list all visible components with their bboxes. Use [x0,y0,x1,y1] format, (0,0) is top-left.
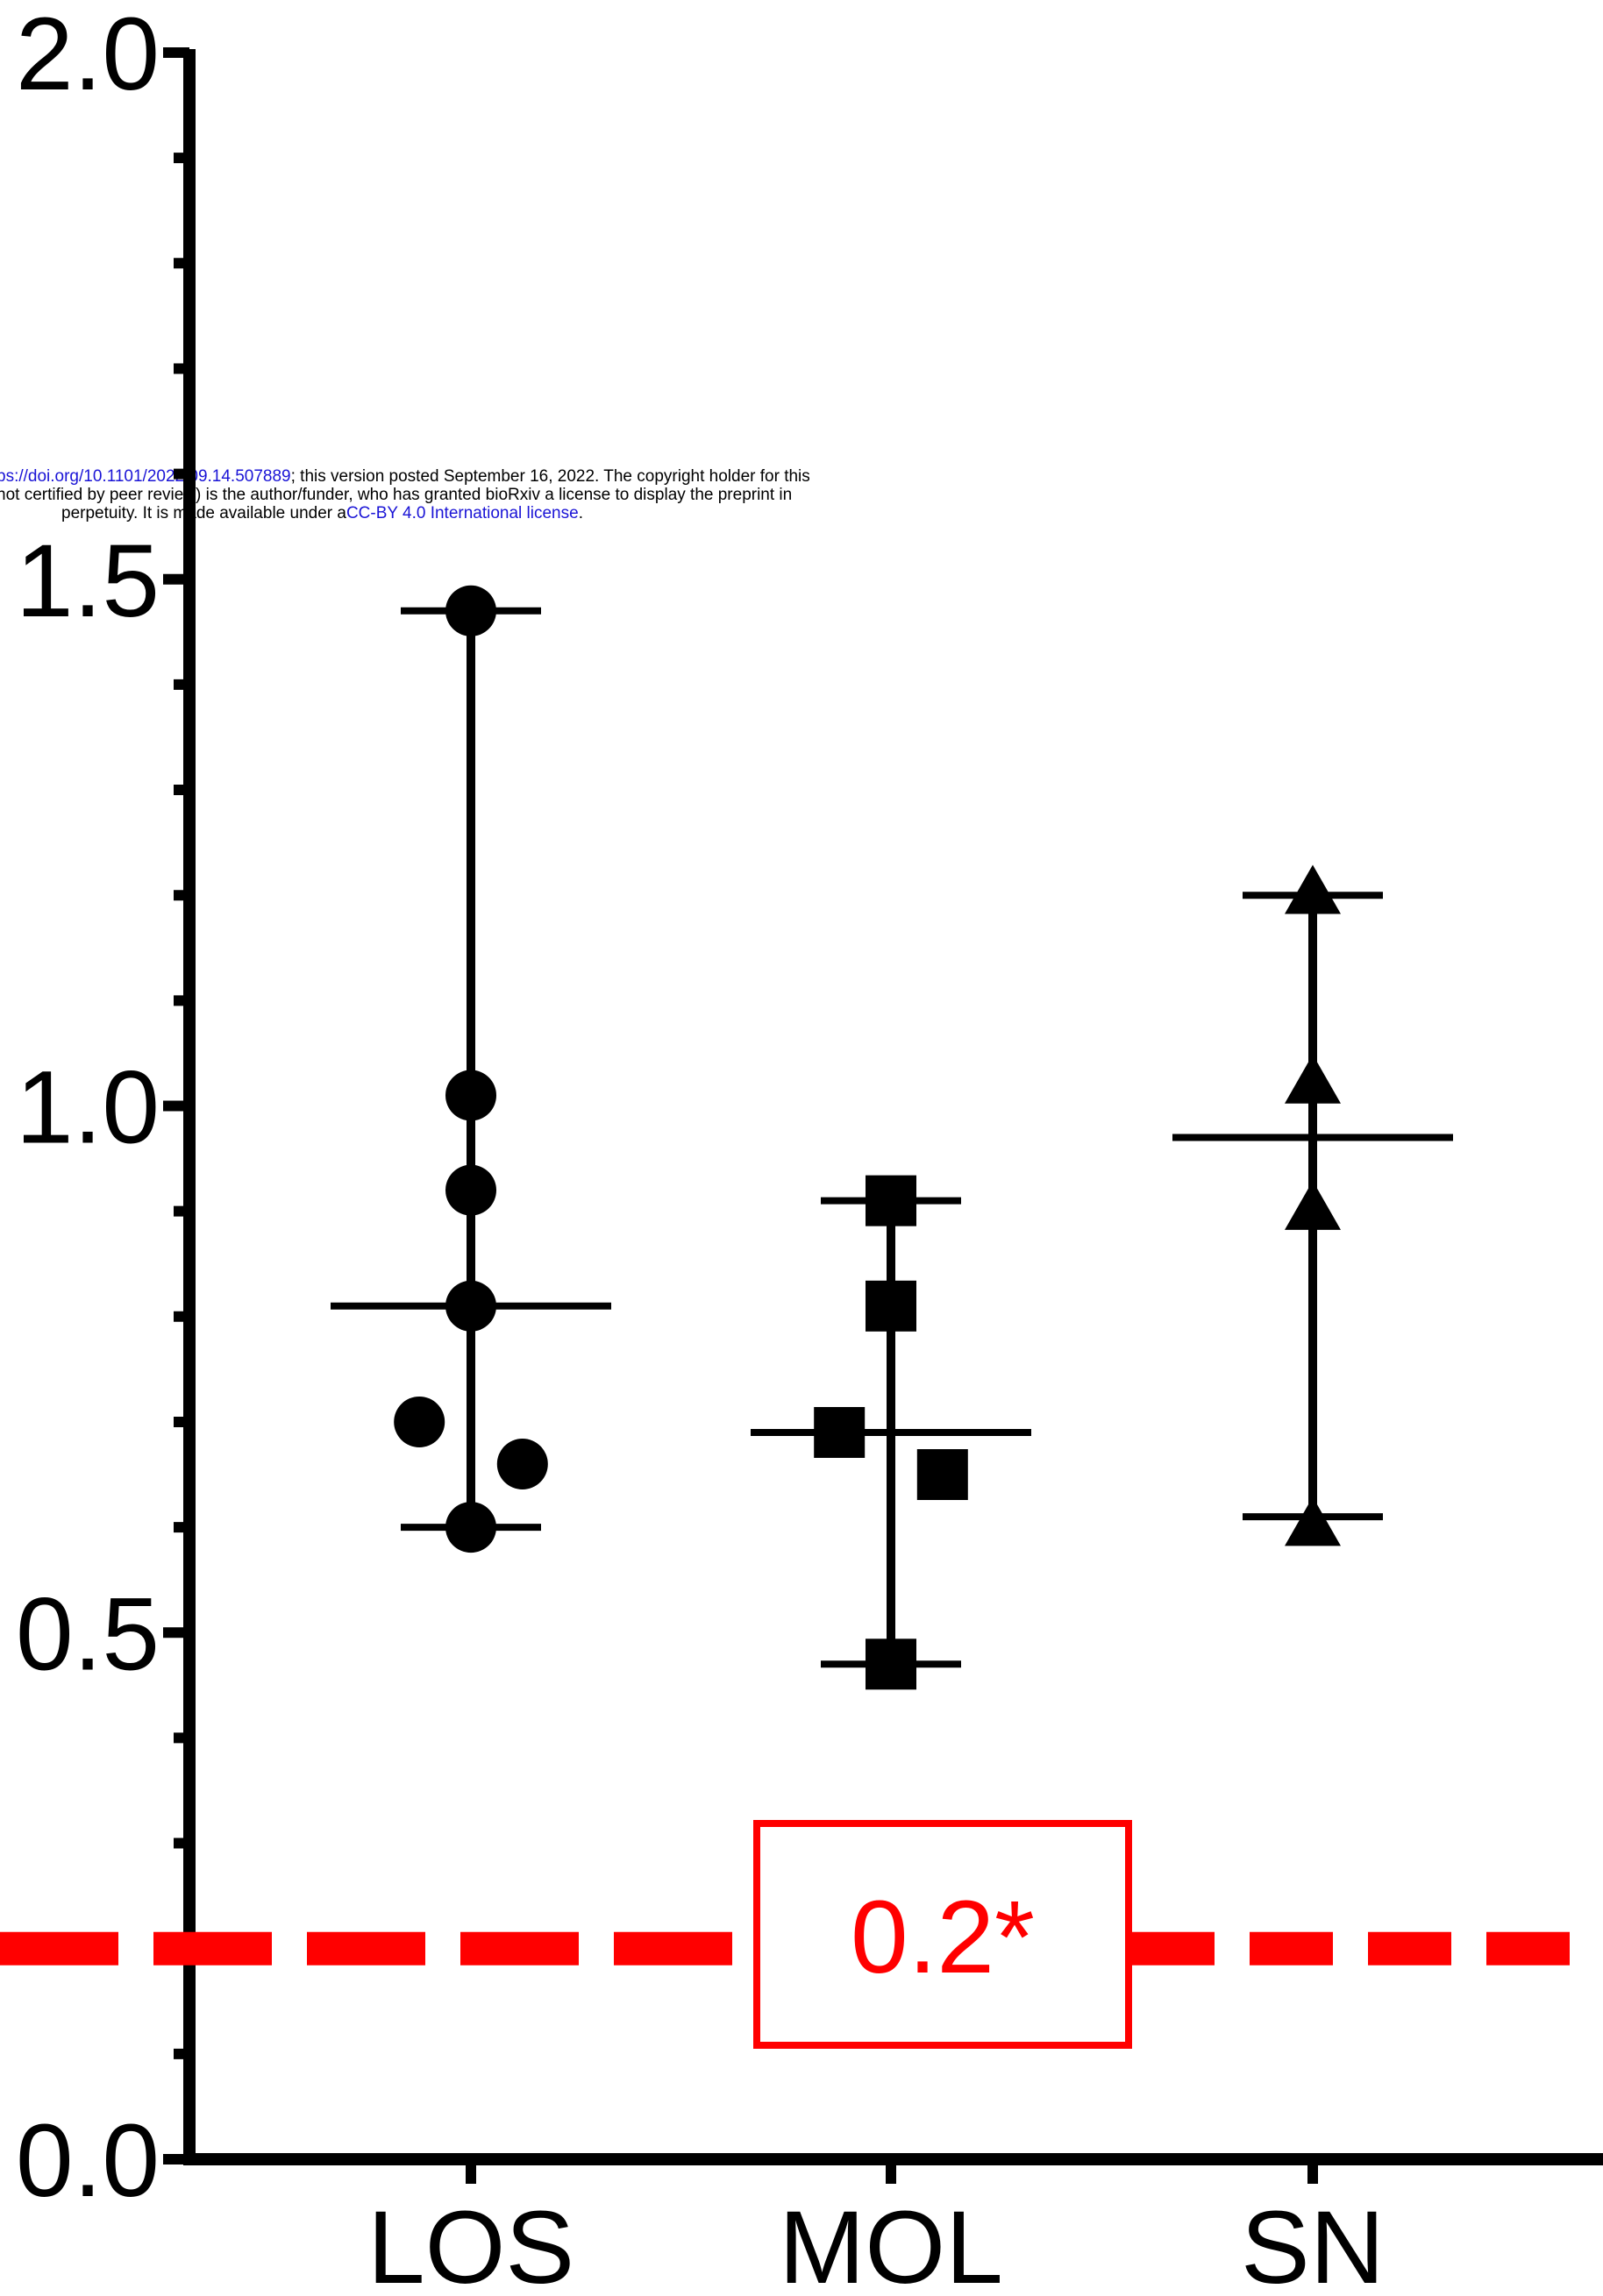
y-tick-label: 2.0 [16,0,160,112]
banner-line-1-text: ; this version posted September 16, 2022… [290,467,810,486]
point-mol [814,1406,866,1458]
point-sn [1285,1496,1341,1546]
point-los [394,1396,445,1447]
preprint-banner: ps://doi.org/10.1101/2022.09.14.507889; … [0,467,965,529]
threshold-label: 0.2* [851,1880,1035,1995]
banner-line-3-end: . [578,504,583,522]
threshold-box [753,1820,1132,2049]
point-los [496,1439,548,1490]
point-los [445,1070,496,1121]
point-mol [866,1638,916,1690]
point-mol [916,1449,968,1501]
banner-line-1: ps://doi.org/10.1101/2022.09.14.507889; … [0,467,810,486]
point-sn [1285,864,1341,914]
banner-line-3-text: perpetuity. It is made available under a [61,504,346,522]
point-mol [866,1280,916,1332]
point-los [445,585,496,636]
doi-link[interactable]: ps://doi.org/10.1101/2022.09.14.507889 [0,467,291,486]
point-mol [866,1175,916,1226]
banner-line-2: not certified by peer review) is the aut… [0,486,793,504]
x-tick-label-sn: SN [1241,2190,1385,2296]
banner-line-3: perpetuity. It is made available under a… [61,504,583,522]
x-tick-label-los: LOS [367,2190,574,2296]
point-los [445,1280,496,1332]
point-los [445,1502,496,1553]
point-los [445,1164,496,1216]
y-tick-label: 1.0 [16,1050,160,1166]
y-tick-label: 1.5 [16,523,160,639]
point-sn [1285,1054,1341,1104]
point-sn [1285,1180,1341,1230]
y-tick-label: 0.0 [16,2103,160,2219]
license-link[interactable]: CC-BY 4.0 International license [346,504,579,522]
y-tick-label: 0.5 [16,1576,160,1692]
x-tick-label-mol: MOL [779,2190,1003,2296]
